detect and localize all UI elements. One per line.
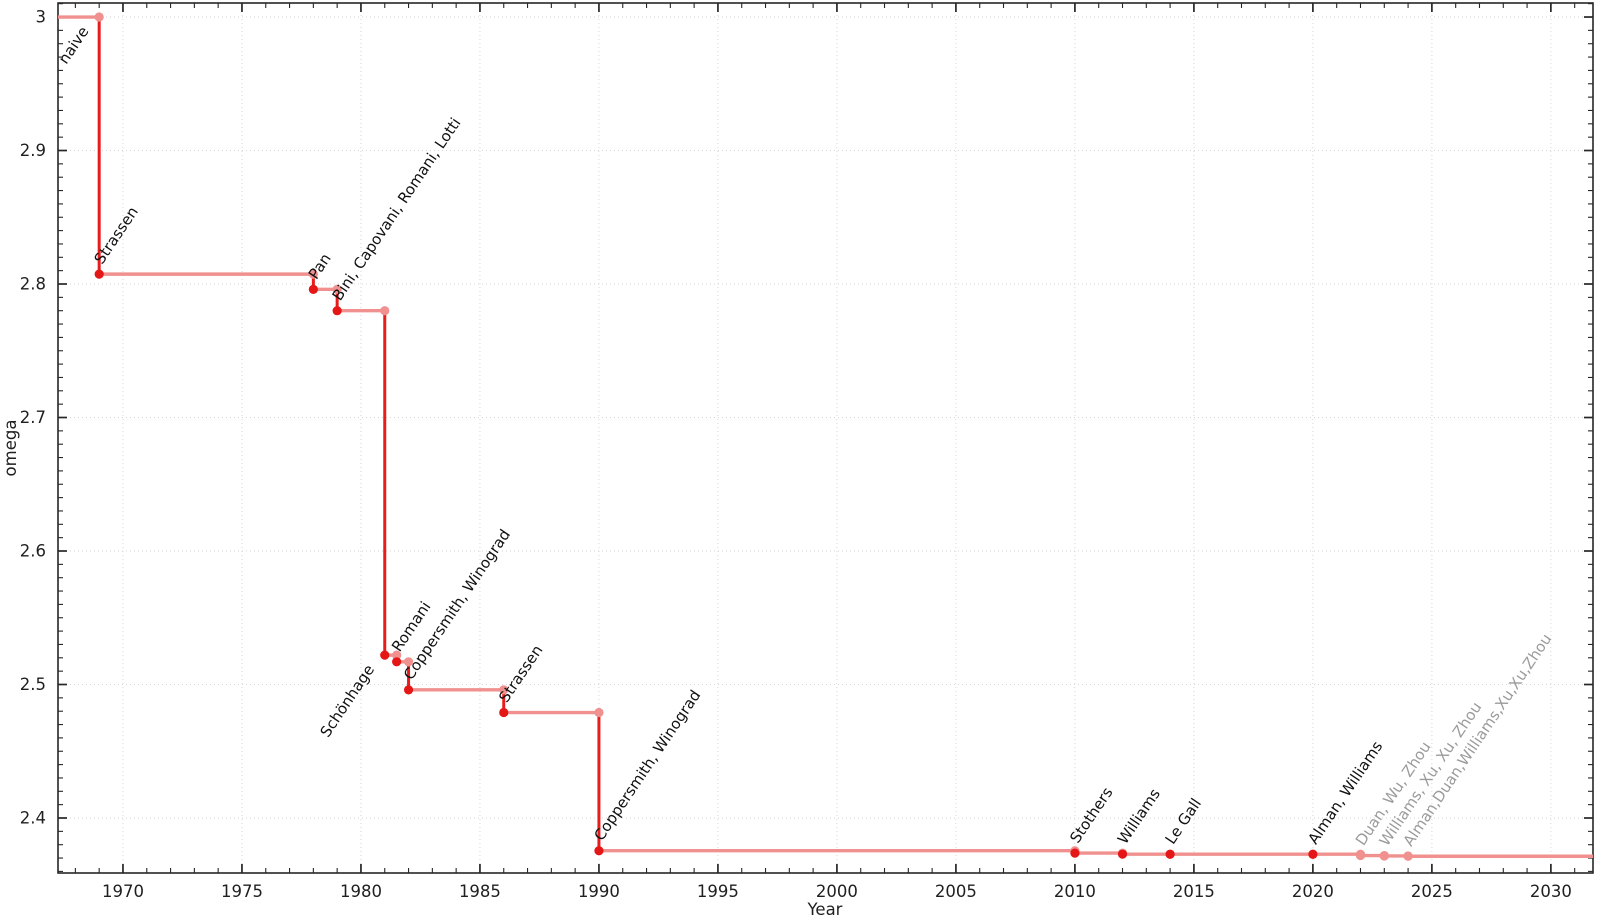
data-point (380, 650, 390, 660)
data-point (1379, 851, 1389, 861)
grid-layer (58, 3, 1593, 873)
data-point (332, 306, 342, 316)
x-tick-label: 1985 (459, 882, 501, 901)
point-label: Williams (1114, 785, 1164, 847)
step-corner-point (499, 685, 509, 695)
point-label: Coppersmith, Winograd (590, 687, 704, 844)
y-tick-label: 2.8 (20, 275, 46, 294)
data-point (1308, 849, 1318, 859)
point-label: naive (55, 23, 93, 67)
x-tick-label: 2010 (1054, 882, 1096, 901)
step-corner-point (392, 650, 402, 660)
data-point (308, 284, 318, 294)
x-tick-label: 1995 (697, 882, 739, 901)
point-label: Schönhage (316, 661, 378, 740)
data-point (1165, 849, 1175, 859)
point-label: Stothers (1066, 784, 1116, 847)
step-corner-point (332, 284, 342, 294)
data-point (94, 269, 104, 279)
data-point (499, 707, 509, 718)
x-tick-label: 1970 (102, 882, 144, 901)
step-corner-point (94, 12, 104, 22)
data-point (1117, 849, 1128, 859)
point-label: Pan (305, 250, 335, 283)
y-tick-label: 2.4 (20, 808, 46, 827)
point-label: Strassen (495, 642, 546, 706)
point-label: Williams, Xu, Xu, Zhou (1376, 699, 1486, 850)
data-point (594, 846, 604, 856)
step-corner-point (308, 269, 318, 279)
y-axis-title: omega (1, 420, 20, 477)
data-point (392, 657, 402, 667)
point-label: Bini, Capovani, Romani, Lotti (329, 114, 465, 304)
step-corner-point (380, 306, 390, 316)
axis-layer: 1970 1975 1980 1985 1990 1995 2000 2005 2010 2015… (20, 2, 1594, 901)
y-tick-label: 3 (36, 8, 47, 27)
x-tick-label: 2000 (816, 882, 858, 901)
y-tick-label: 2.9 (20, 141, 46, 160)
data-point (1403, 851, 1413, 861)
plot-border (57, 2, 1594, 874)
y-tick-label: 2.7 (20, 408, 46, 427)
x-tick-label: 1990 (578, 882, 620, 901)
x-tick-label: 2015 (1173, 882, 1215, 901)
data-point (1070, 848, 1080, 858)
y-tick-label: 2.5 (20, 675, 46, 694)
step-corner-point (403, 657, 414, 667)
omega-series (58, 12, 1593, 861)
x-tick-label: 1980 (340, 882, 382, 901)
point-label: Le Gall (1161, 795, 1205, 848)
data-point (403, 685, 414, 695)
x-tick-label: 2030 (1530, 882, 1572, 901)
x-tick-label: 2005 (935, 882, 977, 901)
x-tick-label: 2020 (1292, 882, 1334, 901)
step-corner-point (594, 707, 604, 718)
data-point (1355, 850, 1366, 861)
y-tick-label: 2.6 (20, 542, 46, 561)
point-label: Alman,Duan,Williams,Xu,Xu,Zhou (1399, 630, 1555, 849)
x-axis-title: Year (807, 900, 843, 919)
x-tick-label: 2025 (1411, 882, 1453, 901)
x-tick-label: 1975 (221, 882, 263, 901)
